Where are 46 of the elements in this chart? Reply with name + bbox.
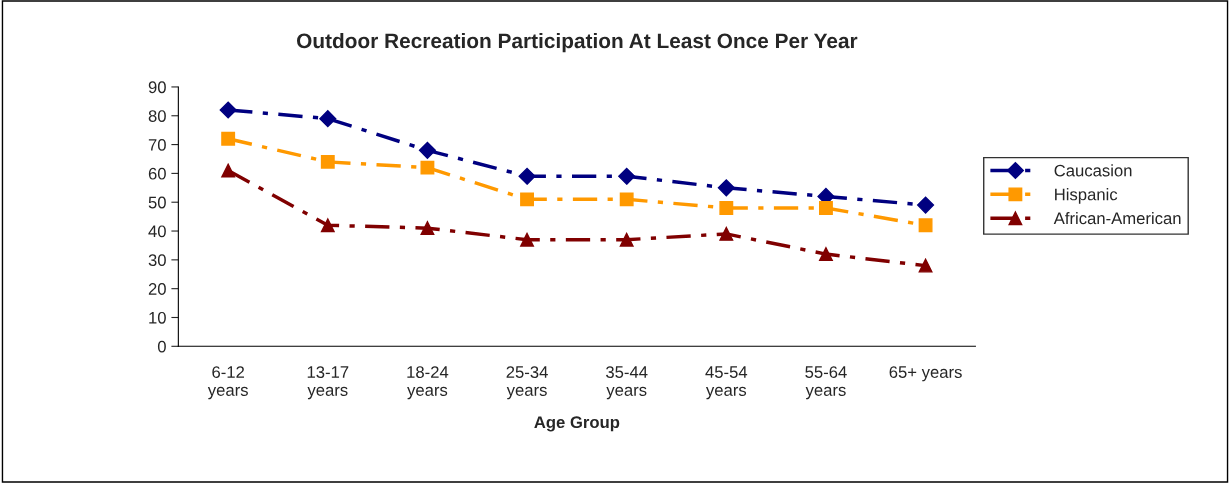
point: [717, 179, 735, 197]
y-tick-label: 50: [148, 196, 166, 209]
chart-title: Outdoor Recreation Participation At Least Once Per Year: [296, 32, 858, 53]
point: [320, 154, 335, 169]
y-tick-label: 80: [148, 110, 166, 122]
point: [818, 247, 833, 262]
point: [918, 258, 933, 273]
x-tick-label: 35-44 years: [606, 366, 648, 400]
point: [918, 218, 933, 233]
point: [221, 131, 236, 146]
point: [917, 196, 935, 214]
legend-label: Caucasion: [1054, 164, 1132, 177]
y-tick-label: 90: [148, 81, 166, 94]
y-tick-label: 60: [148, 167, 166, 180]
point: [619, 192, 634, 207]
x-tick-label: 13-17 years: [307, 366, 349, 400]
point: [619, 232, 634, 247]
point: [219, 101, 237, 119]
point: [420, 221, 435, 236]
x-axis-title: Age Group: [534, 416, 620, 432]
y-tick-label: 30: [148, 254, 166, 267]
point: [418, 141, 436, 159]
x-tick-label: 45-54 years: [705, 366, 748, 400]
point: [818, 201, 833, 215]
legend-label: African-American: [1053, 211, 1181, 225]
point: [319, 110, 337, 128]
point: [320, 218, 335, 233]
point: [221, 163, 236, 178]
point: [420, 160, 435, 175]
point: [518, 167, 536, 185]
point: [719, 226, 734, 241]
x-tick-label: 25-34 years: [506, 366, 548, 400]
point: [719, 201, 734, 215]
x-tick-label: 18-24 years: [407, 366, 449, 400]
legend-label: Hispanic: [1055, 188, 1118, 204]
point: [520, 192, 535, 207]
y-tick-label: 20: [148, 283, 166, 295]
y-tick-label: 10: [149, 311, 166, 324]
x-tick-label: 55-64 years: [805, 366, 847, 400]
point: [520, 232, 535, 247]
y-tick-label: 40: [148, 225, 166, 238]
point: [618, 167, 636, 185]
y-tick-label: 70: [148, 138, 166, 151]
x-tick-label: 6-12 years: [207, 366, 248, 400]
x-tick-label: 65+ years: [889, 366, 962, 382]
y-tick-label: 0: [157, 340, 166, 353]
